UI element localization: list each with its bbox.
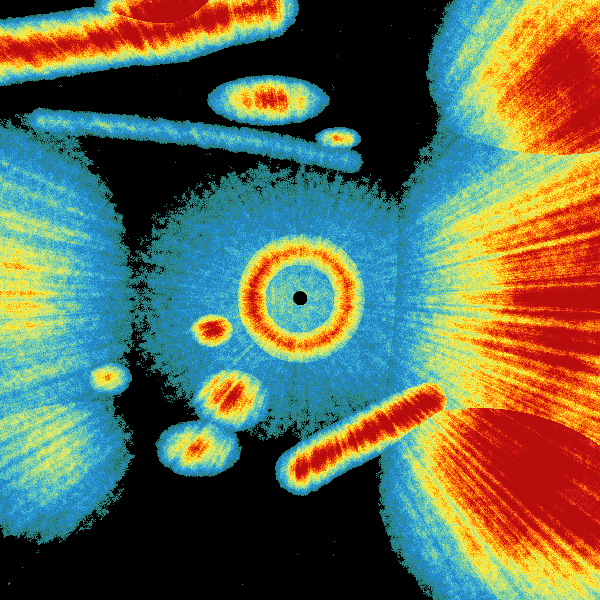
radar-reflectivity-canvas — [0, 0, 600, 600]
radar-image-viewport: dBZ radar-reflectivity-nws-like — [0, 0, 600, 600]
